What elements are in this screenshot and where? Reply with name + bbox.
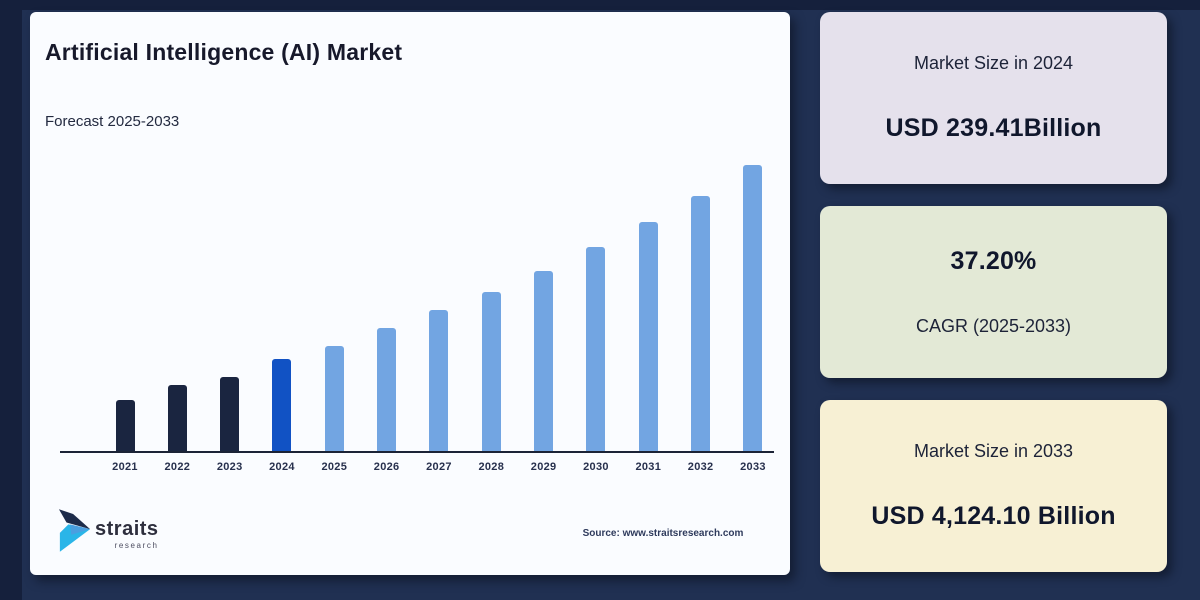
card-market-size-2033: Market Size in 2033 USD 4,124.10 Billion: [820, 400, 1167, 572]
bar-2031: [638, 222, 658, 452]
bar-year-label-2021: 2021: [112, 461, 138, 473]
bar-year-label-2026: 2026: [373, 461, 400, 473]
logo-wordmark: straits research: [95, 519, 159, 550]
card-2033-label: Market Size in 2033: [913, 441, 1074, 461]
bar-2021: [115, 400, 135, 452]
forecast-subtitle: Forecast 2025-2033: [45, 113, 180, 130]
bar-2028: [481, 292, 501, 452]
bar-2022: [167, 385, 187, 452]
bar-group-2029: 2029: [518, 271, 570, 473]
chart-panel: Artificial Intelligence (AI) Market Fore…: [30, 12, 790, 575]
bar-group-2033: 2033: [727, 165, 779, 473]
page-title: Artificial Intelligence (AI) Market: [45, 39, 403, 65]
card-cagr: 37.20% CAGR (2025-2033): [820, 206, 1167, 378]
bar-chart-area: 2021 2022 2023 2024 2025 2026 2027 2028 2029 2030…: [60, 12, 773, 473]
card-market-size-2024: Market Size in 2024 USD 239.41Billion: [820, 12, 1167, 184]
bar-2030: [586, 247, 606, 452]
bar-group-2032: 2032: [675, 196, 727, 473]
stat-cards-column: Market Size in 2024 USD 239.41Billion 37…: [820, 12, 1167, 572]
bar-year-label-2031: 2031: [635, 461, 662, 473]
bar-2025: [324, 346, 344, 452]
bar-group-2023: 2023: [204, 377, 256, 473]
bar-group-2030: 2030: [570, 247, 622, 473]
card-cagr-label: CAGR (2025-2033): [915, 316, 1072, 336]
bar-group-2025: 2025: [308, 346, 360, 473]
card-2033-value: USD 4,124.10 Billion: [871, 502, 1116, 530]
bar-year-label-2024: 2024: [269, 461, 295, 473]
x-axis-line: [60, 451, 774, 453]
bar-year-label-2029: 2029: [530, 461, 557, 473]
straits-logo-icon: [58, 509, 91, 552]
bar-year-label-2028: 2028: [478, 461, 505, 473]
background-top-strip: [0, 0, 1200, 10]
straits-research-logo: straits research: [58, 508, 159, 554]
bar-2027: [429, 310, 449, 452]
bar-group-2028: 2028: [465, 292, 517, 473]
bar-group-2031: 2031: [622, 222, 674, 473]
bar-year-label-2030: 2030: [583, 461, 609, 473]
bar-year-label-2033: 2033: [740, 461, 766, 473]
bar-2029: [534, 271, 554, 452]
bar-year-label-2023: 2023: [216, 461, 243, 473]
logo-name-text: straits: [95, 518, 159, 540]
bar-year-label-2022: 2022: [164, 461, 191, 473]
bar-year-label-2025: 2025: [321, 461, 348, 473]
bar-group-2027: 2027: [413, 310, 465, 473]
bar-2033: [743, 165, 763, 452]
bar-2032: [691, 196, 711, 452]
bar-group-2022: 2022: [151, 385, 203, 473]
card-cagr-value: 37.20%: [950, 247, 1037, 275]
bar-2023: [220, 377, 240, 452]
bar-group-2026: 2026: [361, 328, 413, 473]
source-attribution: Source: www.straitsresearch.com: [582, 528, 744, 539]
background-left-strip: [0, 0, 22, 600]
card-2024-label: Market Size in 2024: [913, 53, 1074, 73]
bar-2024: [272, 359, 292, 452]
logo-subtext: research: [114, 541, 159, 550]
bar-year-label-2027: 2027: [426, 461, 452, 473]
bar-group-2021: 2021: [99, 400, 151, 473]
card-2024-value: USD 239.41Billion: [885, 114, 1102, 142]
bar-year-label-2032: 2032: [687, 461, 714, 473]
bar-group-2024: 2024: [256, 359, 308, 473]
bar-2026: [377, 328, 397, 452]
